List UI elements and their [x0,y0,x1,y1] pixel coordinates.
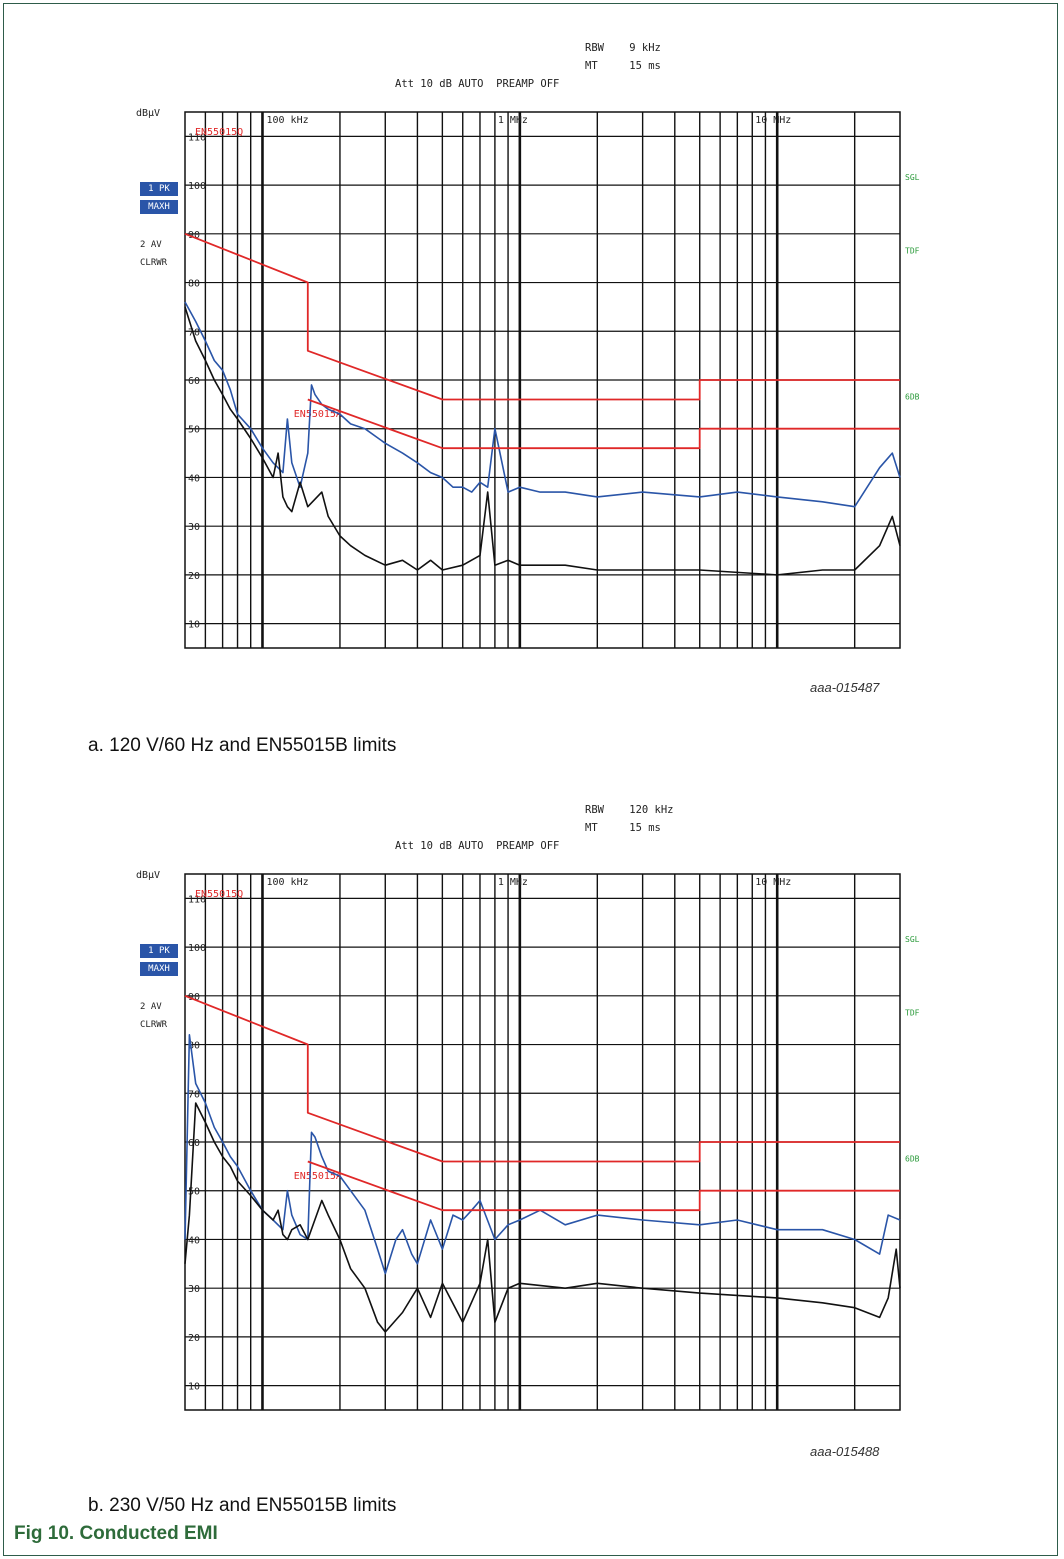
right-marker-tdf: TDF [905,1008,920,1017]
trace-clrwr-label: CLRWR [140,258,168,268]
y-tick-label: 110 [188,894,206,905]
freq-label-1m: 1 MHz [498,115,528,126]
limit-label-a: EN55015A [294,1171,342,1182]
limit-label-q: EN55015Q [195,889,243,900]
y-tick-label: 40 [188,473,200,484]
right-marker-6db: 6DB [905,1154,920,1163]
right-marker-sgl: SGL [905,173,920,182]
y-tick-label: 80 [188,1041,200,1052]
y-tick-label: 50 [188,425,200,436]
right-marker-6db: 6DB [905,392,920,401]
freq-label-10m: 10 MHz [755,115,791,126]
chart-plot-a: 110 100 90 80 70 60 50 40 30 20 10 100 kHz 1 MHz 10 M… [184,111,920,649]
figure-frame [3,3,1058,1556]
header-rbw: RBW 9 kHz [585,42,661,54]
y-tick-label: 50 [188,1187,200,1198]
unit-label: dBµV [136,870,161,881]
y-tick-label: 30 [188,522,200,533]
trace-maxh-badge: MAXH [140,962,178,976]
y-tick-label: 30 [188,1284,200,1295]
y-tick-label: 10 [188,620,200,631]
trace-maxh-badge: MAXH [140,200,178,214]
trace-pk-badge: 1 PK [140,182,178,196]
right-marker-sgl: SGL [905,935,920,944]
series-en55015q [184,232,900,401]
y-tick-label: 80 [188,279,200,290]
y-tick-label: 70 [188,1089,200,1100]
freq-label-1m: 1 MHz [498,877,528,888]
y-tick-label: 90 [188,992,200,1003]
y-tick-label: 20 [188,1333,200,1344]
figure-id: aaa-015488 [810,1444,880,1459]
y-tick-label: 100 [188,181,206,192]
figure-id: aaa-015487 [810,680,880,695]
header-att: Att 10 dB AUTO PREAMP OFF [395,840,560,852]
y-tick-label: 90 [188,230,200,241]
limit-label-q: EN55015Q [195,127,243,138]
series-2-av [184,1102,901,1333]
series-en55015q [184,994,900,1163]
header-rbw: RBW 120 kHz [585,804,674,816]
y-tick-label: 100 [188,943,206,954]
series-1-pk [184,1034,901,1275]
y-tick-label: 40 [188,1235,200,1246]
right-marker-tdf: TDF [905,246,920,255]
y-tick-label: 10 [188,1382,200,1393]
trace-pk-badge: 1 PK [140,944,178,958]
freq-label-100k: 100 kHz [266,115,308,126]
header-mt: MT 15 ms [585,60,661,72]
series-2-av [184,306,901,576]
trace-av-label: 2 AV [140,240,162,250]
freq-label-10m: 10 MHz [755,877,791,888]
y-tick-label: 60 [188,376,200,387]
freq-label-100k: 100 kHz [266,877,308,888]
trace-clrwr-label: CLRWR [140,1020,168,1030]
header-att: Att 10 dB AUTO PREAMP OFF [395,78,560,90]
y-tick-label: 20 [188,571,200,582]
series-en55015a [307,398,900,450]
figure-title: Fig 10. Conducted EMI [14,1523,218,1544]
caption-a: a. 120 V/60 Hz and EN55015B limits [88,735,397,756]
y-tick-label: 70 [188,327,200,338]
series-1-pk [184,301,901,508]
y-tick-label: 110 [188,132,206,143]
emi-chart-b: RBW 120 kHz MT 15 ms Att 10 dB AUTO PREA… [130,802,920,1459]
emi-chart-a: RBW 9 kHz MT 15 ms Att 10 dB AUTO PREAMP… [130,40,920,695]
caption-b: b. 230 V/50 Hz and EN55015B limits [88,1495,397,1516]
unit-label: dBµV [136,108,161,119]
series-en55015a [307,1160,900,1212]
trace-av-label: 2 AV [140,1002,162,1012]
limit-label-a: EN55015A [294,409,342,420]
header-mt: MT 15 ms [585,822,661,834]
